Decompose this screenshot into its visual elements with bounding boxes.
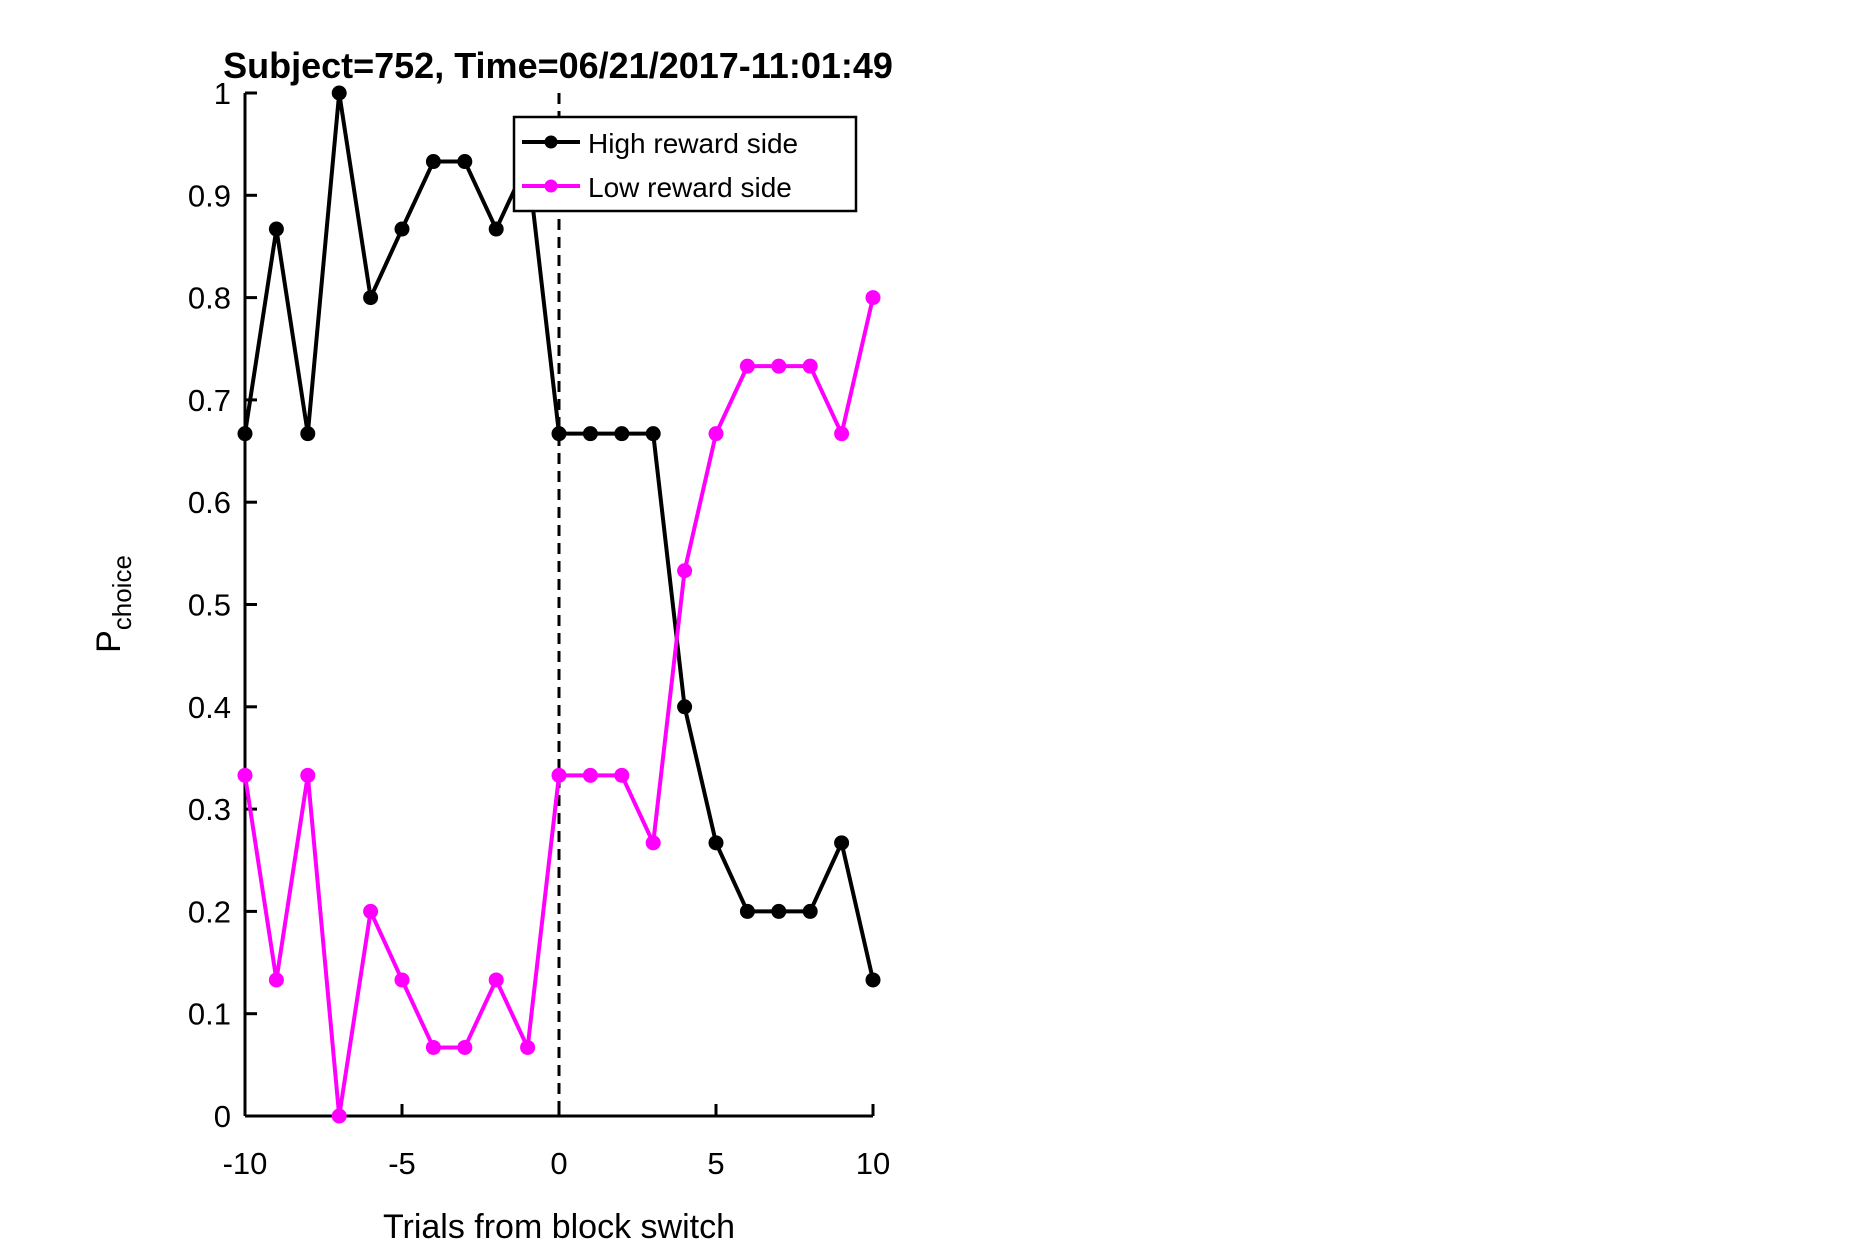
y-tick-label: 0.6 xyxy=(188,485,231,520)
data-point xyxy=(677,699,693,715)
x-tick-label: -5 xyxy=(388,1146,416,1181)
svg-text:Pchoice: Pchoice xyxy=(90,555,137,653)
data-point xyxy=(614,426,630,442)
series-high xyxy=(237,85,881,988)
x-tick-label: 10 xyxy=(856,1146,890,1181)
data-point xyxy=(394,972,410,988)
y-axis-label: Pchoice xyxy=(90,555,137,653)
x-tick-label: 5 xyxy=(707,1146,724,1181)
data-point xyxy=(802,903,818,919)
data-point xyxy=(865,290,881,306)
data-point xyxy=(363,903,379,919)
x-tick-label: -10 xyxy=(223,1146,268,1181)
data-point xyxy=(739,903,755,919)
data-point xyxy=(457,1039,473,1055)
data-point xyxy=(268,221,284,237)
series-low xyxy=(237,290,881,1124)
y-tick-label: 0.9 xyxy=(188,178,231,213)
y-tick-label: 0.2 xyxy=(188,894,231,929)
chart-title: Subject=752, Time=06/21/2017-11:01:49 xyxy=(223,45,893,86)
y-tick-label: 0.5 xyxy=(188,588,231,623)
plot-area: 0 0.1 0.2 0.3 0.4 0.5 0.6 0.7 0.8 0.9 1 -10 -5 0 5 10 xyxy=(188,76,890,1181)
legend-marker-low xyxy=(544,179,558,193)
axis-ticks: 0 0.1 0.2 0.3 0.4 0.5 0.6 0.7 0.8 0.9 1 -10 -5 0 5 10 xyxy=(188,76,890,1181)
data-point xyxy=(739,358,755,374)
data-point xyxy=(331,1108,347,1124)
legend-box xyxy=(512,115,858,213)
y-tick-label: 0.4 xyxy=(188,690,231,725)
x-axis-label: Trials from block switch xyxy=(383,1208,735,1246)
data-point xyxy=(865,972,881,988)
legend: High reward side Low reward side xyxy=(512,115,858,213)
y-tick-label: 0 xyxy=(214,1099,231,1134)
data-point xyxy=(425,154,441,170)
data-point xyxy=(457,154,473,170)
data-point xyxy=(300,426,316,442)
data-point xyxy=(551,426,567,442)
data-point xyxy=(237,767,253,783)
data-point xyxy=(331,85,347,101)
data-point xyxy=(614,767,630,783)
data-point xyxy=(582,426,598,442)
y-tick-label: 0.8 xyxy=(188,281,231,316)
series-layer xyxy=(237,85,881,1124)
legend-label-high: High reward side xyxy=(588,128,798,159)
data-point xyxy=(394,221,410,237)
y-tick-label: 1 xyxy=(214,76,231,111)
data-point xyxy=(708,835,724,851)
data-point xyxy=(677,563,693,579)
y-axis-label-sub: choice xyxy=(107,555,137,630)
data-point xyxy=(582,767,598,783)
data-point xyxy=(708,426,724,442)
data-point xyxy=(237,426,253,442)
data-point xyxy=(834,426,850,442)
data-point xyxy=(488,221,504,237)
data-point xyxy=(834,835,850,851)
data-point xyxy=(425,1039,441,1055)
y-tick-label: 0.3 xyxy=(188,792,231,827)
data-point xyxy=(771,903,787,919)
data-point xyxy=(363,290,379,306)
y-tick-label: 0.1 xyxy=(188,997,231,1032)
data-point xyxy=(645,426,661,442)
data-point xyxy=(551,767,567,783)
data-point xyxy=(268,972,284,988)
data-point xyxy=(300,767,316,783)
y-tick-label: 0.7 xyxy=(188,383,231,418)
data-point xyxy=(802,358,818,374)
data-point xyxy=(771,358,787,374)
data-point xyxy=(645,835,661,851)
legend-label-low: Low reward side xyxy=(588,172,792,203)
data-point xyxy=(488,972,504,988)
y-axis-label-main: P xyxy=(90,630,128,653)
legend-marker-high xyxy=(544,135,558,149)
x-tick-label: 0 xyxy=(550,1146,567,1181)
data-point xyxy=(520,1039,536,1055)
